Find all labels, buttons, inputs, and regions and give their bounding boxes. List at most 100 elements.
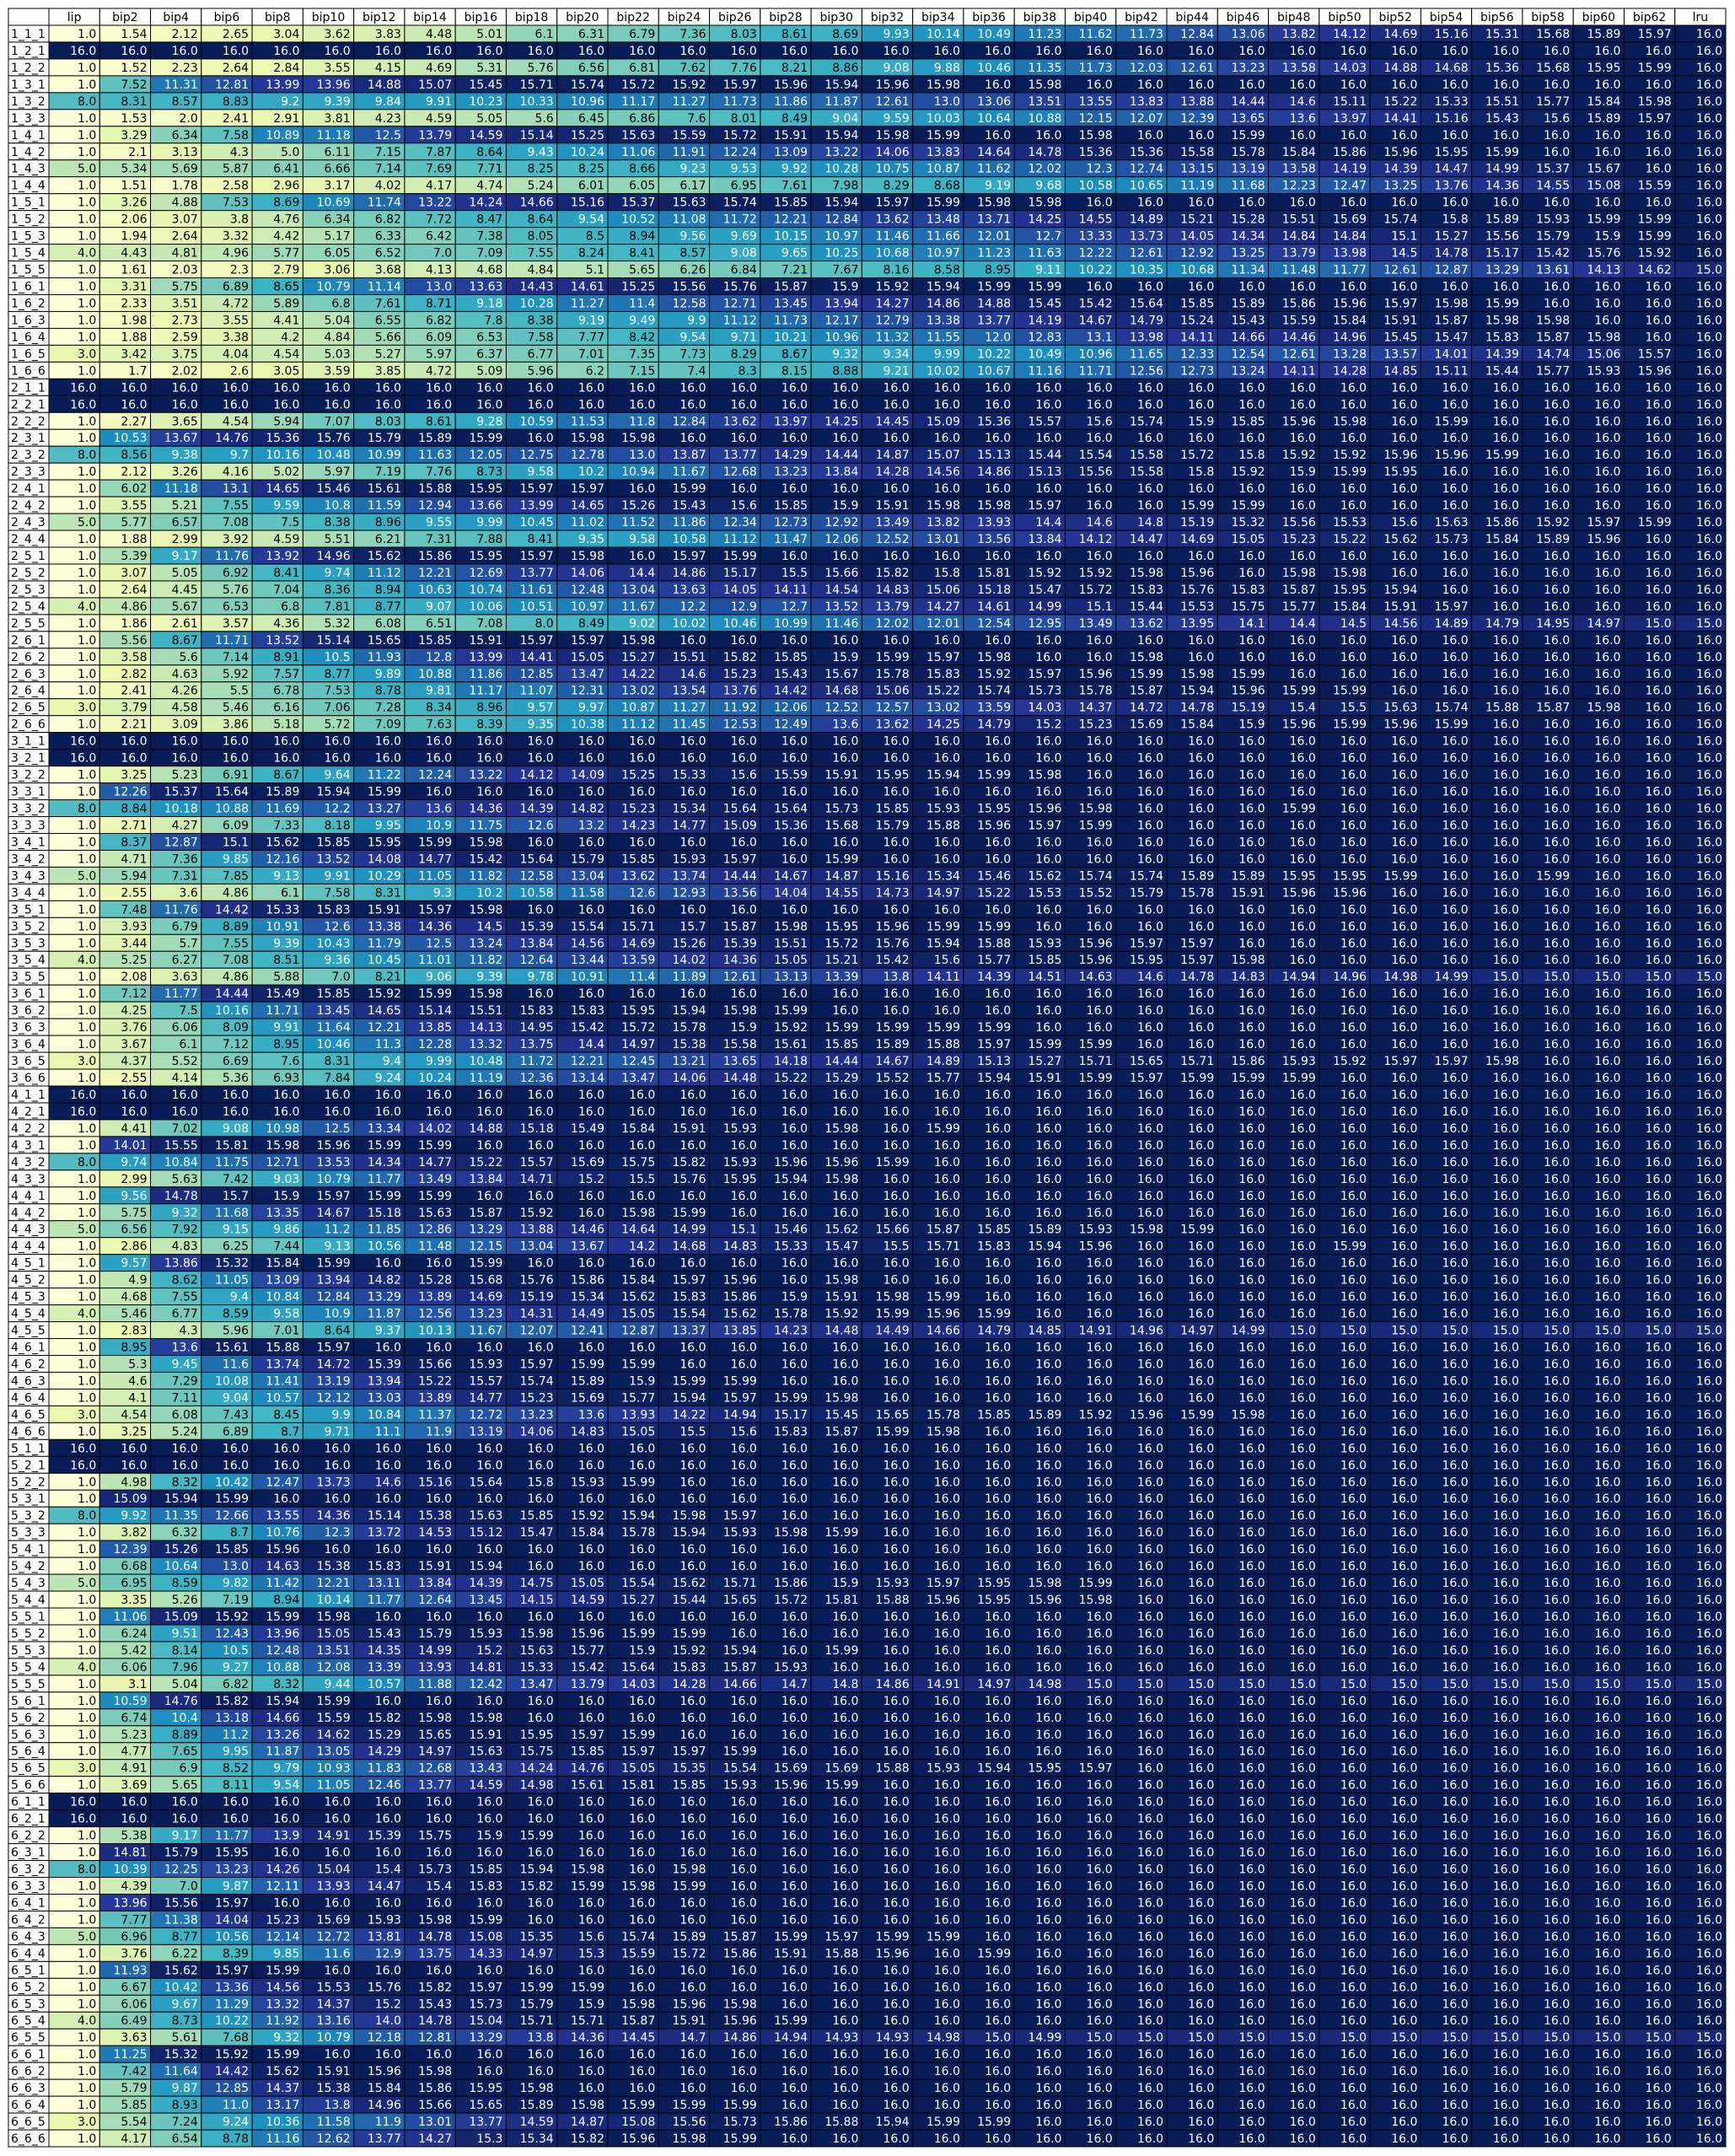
row-label: 2_3_1 [11,432,46,445]
cell-value-label: 14.87 [876,449,910,462]
cell-value-label: 16.0 [1340,129,1367,142]
cell-value-label: 5.23 [172,769,198,782]
cell-value-label: 15.43 [1231,314,1265,327]
cell-value-label: 15.49 [266,987,299,1001]
cell-value-label: 1.0 [78,533,96,546]
cell-value-label: 16.0 [1035,836,1061,849]
cell-value-label: 16.0 [1035,1004,1061,1018]
cell-value-label: 9.74 [324,567,350,580]
cell-value-label: 10.2 [578,465,604,479]
cell-value-label: 4.76 [273,213,299,227]
cell-value-label: 12.22 [1079,247,1113,261]
cell-value-label: 15.87 [1282,583,1316,597]
cell-value-label: 16.0 [1696,769,1722,782]
cell-value-label: 6.08 [375,617,401,631]
cell-value-label: 16.0 [782,987,808,1001]
cell-value-label: 7.58 [324,886,350,900]
cell-value-label: 16.0 [1035,786,1061,799]
cell-value-label: 7.21 [782,264,808,277]
cell-value-label: 12.01 [927,617,960,631]
cell-value-label: 15.92 [977,668,1011,681]
cell-value-label: 16.0 [1391,937,1417,950]
cell-value-label: 16.0 [1391,1105,1417,1119]
cell-value-label: 10.97 [927,247,960,261]
cell-value-label: 14.39 [520,803,554,816]
cell-value-label: 15.22 [469,1156,502,1169]
cell-value-label: 4.3 [230,146,249,159]
cell-value-label: 10.99 [368,449,401,462]
cell-value-label: 15.94 [825,129,858,142]
cell-value-label: 5.76 [223,583,249,597]
cell-value-label: 13.24 [1231,364,1265,378]
cell-value-label: 14.64 [977,146,1011,159]
cell-value-label: 16.0 [1544,1173,1570,1186]
cell-value-label: 11.12 [368,567,401,580]
cell-value-label: 15.84 [1333,600,1367,614]
cell-value-label: 16.0 [1087,735,1113,749]
cell-value-label: 4.54 [223,415,249,428]
cell-value-label: 15.97 [1638,112,1672,126]
cell-value-label: 16.0 [1696,482,1722,496]
cell-value-label: 12.01 [977,230,1011,244]
cell-value-label: 13.84 [825,465,858,479]
row-label: 5_2_1 [11,1459,46,1472]
column-header-label: bip36 [972,11,1006,24]
cell-value-label: 4.16 [223,465,249,479]
cell-value-label: 15.26 [672,937,706,950]
cell-value-label: 12.75 [520,449,554,462]
cell-value-label: 15.86 [1282,297,1316,310]
cell-value-label: 15.99 [368,1190,401,1203]
cell-value-label: 13.0 [426,281,452,294]
cell-value-label: 16.0 [883,432,909,445]
cell-value-label: 8.95 [273,1038,299,1051]
cell-value-label: 2.82 [121,668,147,681]
cell-value-label: 4.58 [172,702,198,715]
cell-value-label: 6.05 [324,247,350,261]
cell-value-label: 16.0 [1544,550,1570,563]
cell-value-label: 16.0 [1188,381,1214,395]
cell-value-label: 16.0 [1087,196,1113,210]
cell-value-label: 16.0 [528,45,554,58]
cell-value-label: 16.0 [883,852,909,866]
cell-value-label: 15.97 [1130,937,1163,950]
cell-value-label: 2.55 [121,886,147,900]
cell-value-label: 15.44 [1485,364,1519,378]
cell-value-label: 1.0 [78,786,96,799]
cell-value-label: 11.58 [571,886,604,900]
cell-value-label: 16.0 [1646,78,1672,92]
cell-value-label: 11.32 [876,331,910,344]
cell-value-label: 2.64 [223,62,249,75]
cell-value-label: 16.0 [1493,903,1519,917]
cell-value-label: 7.07 [324,415,350,428]
cell-value-label: 15.45 [1028,297,1061,310]
cell-value-label: 16.0 [1493,954,1519,967]
cell-value-label: 16.0 [1391,786,1417,799]
cell-value-label: 15.1 [223,836,249,849]
cell-value-label: 15.78 [672,1021,706,1035]
cell-value-label: 10.63 [418,583,452,597]
cell-value-label: 13.32 [469,1038,502,1051]
cell-value-label: 16.0 [1696,1089,1722,1102]
cell-value-label: 16.0 [1442,668,1468,681]
cell-value-label: 16.0 [375,735,401,749]
row-label: 2_4_4 [11,533,46,546]
cell-value-label: 8.96 [476,702,502,715]
cell-value-label: 16.0 [1391,1021,1417,1035]
cell-value-label: 8.67 [172,634,198,648]
cell-value-label: 13.77 [723,449,757,462]
cell-value-label: 16.0 [934,432,960,445]
cell-value-label: 13.39 [825,970,858,984]
cell-value-label: 15.94 [1180,685,1214,698]
cell-value-label: 16.0 [1340,1004,1367,1018]
cell-value-label: 16.0 [528,786,554,799]
cell-value-label: 13.53 [317,1156,351,1169]
cell-value-label: 10.48 [317,449,351,462]
cell-value-label: 16.0 [1188,550,1214,563]
cell-value-label: 16.0 [1646,937,1672,950]
row-label: 3_6_3 [11,1021,46,1035]
cell-value-label: 16.0 [832,45,858,58]
cell-value-label: 16.0 [426,786,452,799]
cell-value-label: 5.6 [180,651,198,664]
cell-value-label: 14.09 [571,769,604,782]
cell-value-label: 1.0 [78,970,96,984]
